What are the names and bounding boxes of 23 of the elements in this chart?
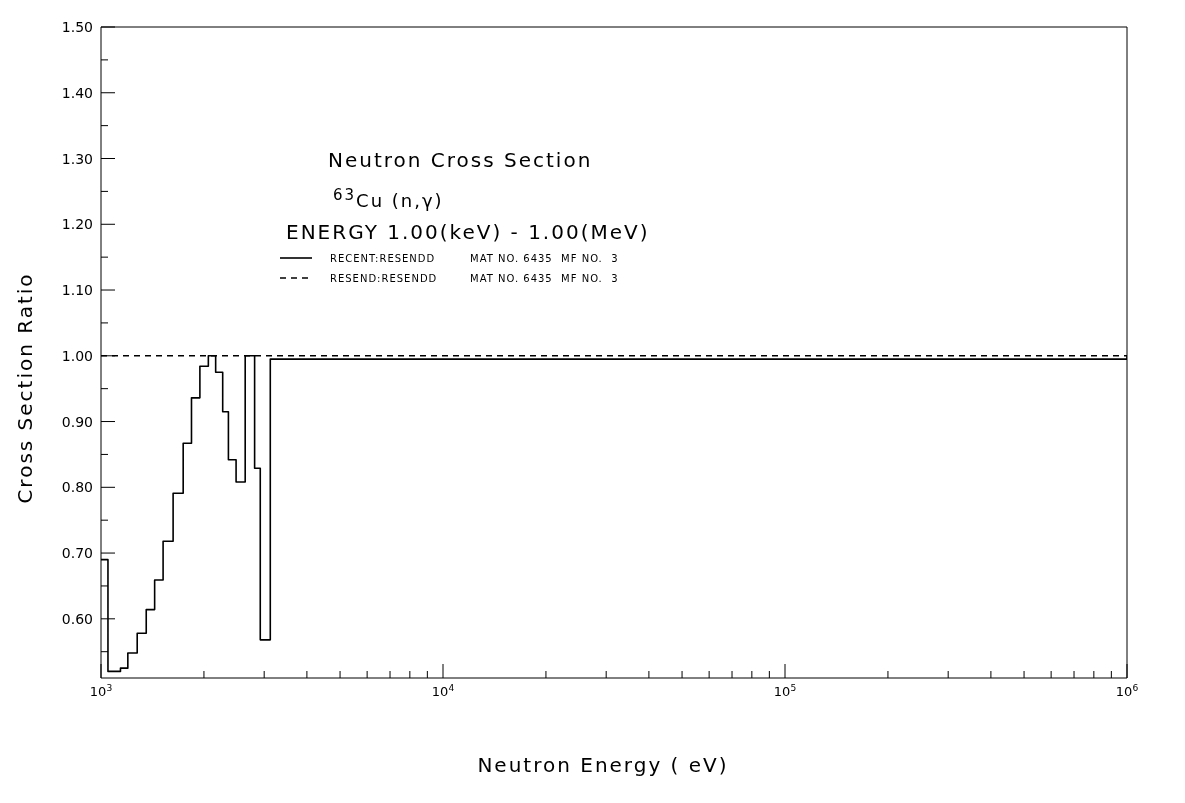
y-axis-title: Cross Section Ratio — [13, 272, 37, 504]
y-tick-label: 1.10 — [61, 282, 93, 299]
y-tick-label: 0.80 — [61, 479, 93, 496]
legend-label: RESEND:RESENDD — [330, 272, 439, 284]
legend-label: RECENT:RESENDD — [330, 252, 437, 264]
x-tick-label: 10$^{4}$ — [431, 683, 455, 699]
y-tick-label: 1.50 — [61, 19, 93, 35]
annotation: MAT NO. 6435 MF NO. 3 — [470, 252, 619, 264]
x-tick-label: 10$^{5}$ — [773, 683, 797, 699]
x-tick-label: 10$^{6}$ — [1115, 683, 1139, 699]
y-tick-label: 1.00 — [61, 347, 93, 364]
annotation: MAT NO. 6435 MF NO. 3 — [470, 272, 619, 284]
y-tick-label: 1.30 — [61, 150, 93, 167]
text: $^{63}$Cu (n,γ) — [333, 186, 444, 211]
y-tick-label: 0.70 — [61, 545, 93, 562]
y-tick-label: 0.90 — [61, 413, 93, 430]
y-tick-label: 1.40 — [61, 84, 93, 101]
y-tick-label: 0.60 — [61, 610, 93, 627]
x-axis-title: Neutron Energy ( eV) — [477, 753, 729, 777]
text: Neutron Cross Section — [328, 148, 593, 172]
x-tick-label: 10$^{3}$ — [89, 683, 113, 699]
y-tick-label: 1.20 — [61, 216, 93, 233]
annotation: ENERGY 1.00(keV) - 1.00(MeV) — [286, 220, 650, 244]
